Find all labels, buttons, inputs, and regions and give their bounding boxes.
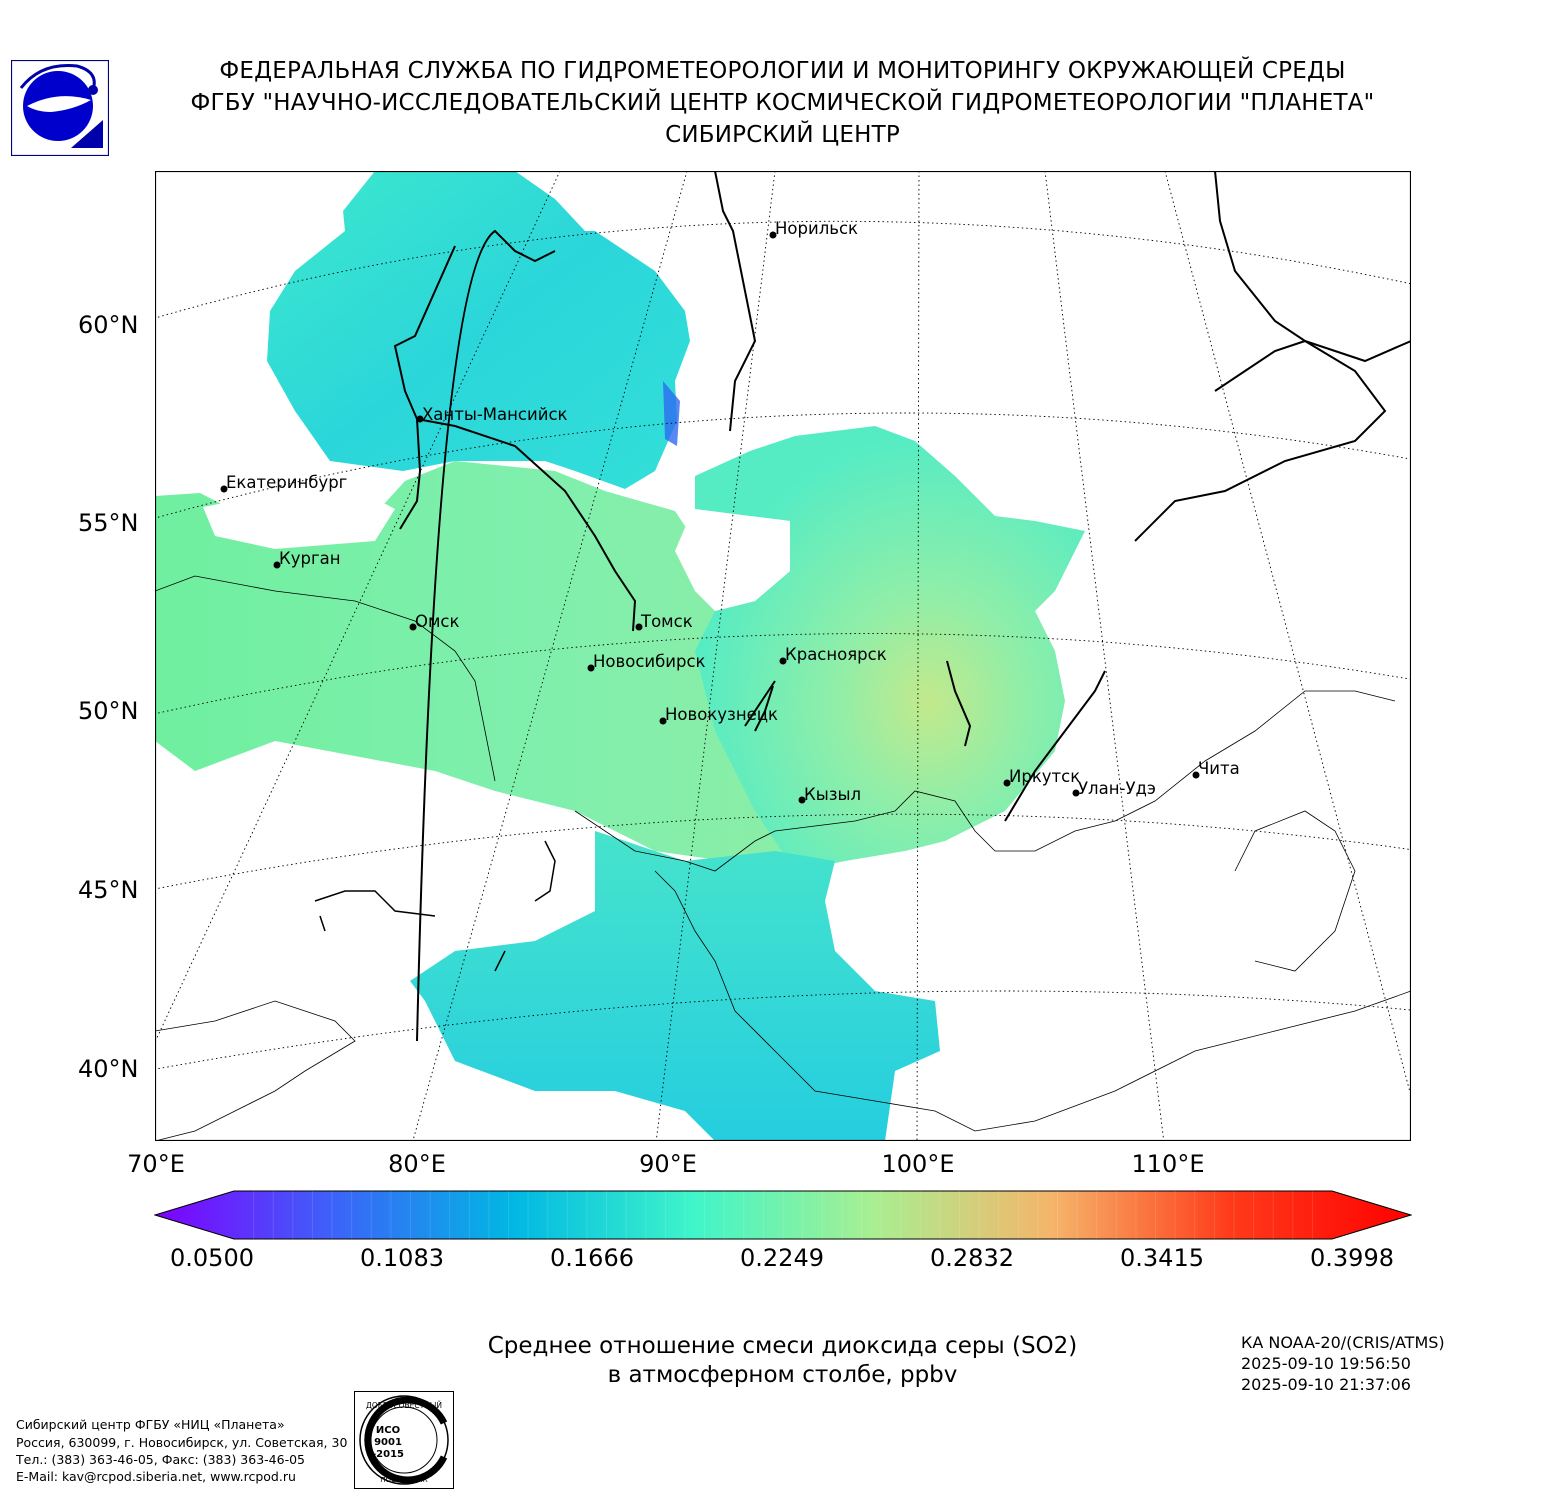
lon-label-70: 70°E <box>127 1150 185 1178</box>
colorbar-tick-6: 0.3998 <box>1310 1244 1394 1272</box>
city-krasnoyarsk: Красноярск <box>785 645 887 664</box>
lat-label-55: 55°N <box>78 509 139 537</box>
colorbar-gradient <box>154 1190 1412 1240</box>
lat-label-45: 45°N <box>78 876 139 904</box>
header-center: СИБИРСКИЙ ЦЕНТР <box>665 122 900 148</box>
lat-label-50: 50°N <box>78 697 139 725</box>
colorbar-tick-1: 0.1083 <box>360 1244 444 1272</box>
city-kyzyl: Кызыл <box>804 785 861 804</box>
colorbar-tick-4: 0.2832 <box>930 1244 1014 1272</box>
no-data-patch <box>203 489 395 549</box>
svg-text:9001: 9001 <box>374 1437 402 1448</box>
header-institute: ФГБУ "НАУЧНО-ИССЛЕДОВАТЕЛЬСКИЙ ЦЕНТР КОС… <box>190 90 1375 116</box>
planeta-logo <box>11 60 109 156</box>
so2-map: Норильск Ханты-Мансийск Екатеринбург Кур… <box>155 171 1411 1141</box>
lon-label-80: 80°E <box>388 1150 446 1178</box>
city-novokuznetsk: Новокузнецк <box>665 705 778 724</box>
org-phone: Тел.: (383) 363-46-05, Факс: (383) 363-4… <box>16 1452 306 1467</box>
caption-title: Среднее отношение смеси диоксида серы (S… <box>487 1333 1078 1359</box>
city-novosibirsk: Новосибирск <box>593 652 706 671</box>
iso-stamp: ДОБРОСОВЕСТНЫЙ ИСО 9001 -2015 ПОСТАВЩИК <box>354 1391 454 1489</box>
org-email: E-Mail: kav@rcpod.siberia.net, www.rcpod… <box>16 1469 296 1484</box>
satellite-instrument: КА NOAA-20/(CRIS/ATMS) <box>1241 1333 1445 1352</box>
colorbar-tick-5: 0.3415 <box>1120 1244 1204 1272</box>
colorbar-tick-2: 0.1666 <box>550 1244 634 1272</box>
map-border <box>155 171 1411 1141</box>
org-address: Россия, 630099, г. Новосибирск, ул. Сове… <box>16 1435 348 1450</box>
data-region-west <box>155 461 795 871</box>
header-agency: ФЕДЕРАЛЬНАЯ СЛУЖБА ПО ГИДРОМЕТЕОРОЛОГИИ … <box>219 58 1346 84</box>
city-kurgan: Курган <box>279 549 341 568</box>
caption-units: в атмосферном столбе, ppbv <box>607 1362 958 1388</box>
city-irkutsk: Иркутск <box>1009 767 1080 786</box>
data-region-center <box>695 426 1085 871</box>
svg-text:ИСО: ИСО <box>376 1425 400 1436</box>
city-khanty-mansiysk: Ханты-Мансийск <box>422 405 568 424</box>
city-ulan-ude: Улан-Удэ <box>1078 779 1156 798</box>
lon-label-100: 100°E <box>881 1150 955 1178</box>
city-markers <box>220 231 1200 804</box>
city-labels: Норильск Ханты-Мансийск Екатеринбург Кур… <box>226 219 1240 804</box>
svg-text:ДОБРОСОВЕСТНЫЙ: ДОБРОСОВЕСТНЫЙ <box>366 1401 442 1410</box>
lon-label-110: 110°E <box>1131 1150 1205 1178</box>
org-name: Сибирский центр ФГБУ «НИЦ «Планета» <box>16 1417 285 1432</box>
satellite-time-start: 2025-09-10 19:56:50 <box>1241 1354 1411 1373</box>
city-yekaterinburg: Екатеринбург <box>226 473 347 492</box>
colorbar-tick-3: 0.2249 <box>740 1244 824 1272</box>
city-tomsk: Томск <box>640 612 693 631</box>
lon-label-90: 90°E <box>639 1150 697 1178</box>
colorbar <box>154 1190 1412 1240</box>
lat-label-60: 60°N <box>78 311 139 339</box>
city-norilsk: Норильск <box>775 219 858 238</box>
no-data-patch <box>675 516 790 611</box>
svg-text:-2015: -2015 <box>372 1449 404 1460</box>
city-omsk: Омск <box>415 612 460 631</box>
city-chita: Чита <box>1198 759 1240 778</box>
lat-label-40: 40°N <box>78 1055 139 1083</box>
colorbar-tick-0: 0.0500 <box>170 1244 254 1272</box>
svg-text:ПОСТАВЩИК: ПОСТАВЩИК <box>380 1476 427 1484</box>
satellite-time-end: 2025-09-10 21:37:06 <box>1241 1375 1411 1394</box>
data-region-north <box>267 171 690 489</box>
data-region-south <box>410 831 940 1141</box>
